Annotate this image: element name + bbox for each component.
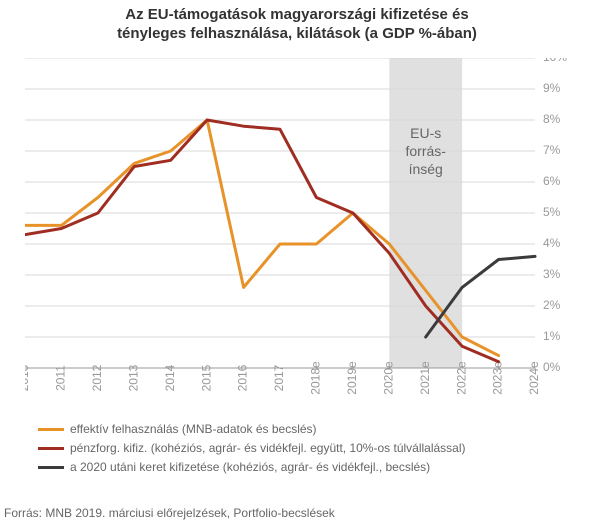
svg-text:2018e: 2018e — [309, 361, 323, 395]
svg-text:ínség: ínség — [409, 161, 443, 177]
svg-text:2013: 2013 — [126, 364, 140, 391]
chart-title-line1: Az EU-támogatások magyarországi kifizeté… — [0, 6, 594, 25]
svg-text:6%: 6% — [543, 174, 561, 188]
svg-text:4%: 4% — [543, 236, 561, 250]
legend-swatch — [38, 466, 64, 469]
legend-swatch — [38, 447, 64, 450]
svg-text:2010: 2010 — [25, 364, 31, 391]
svg-text:5%: 5% — [543, 205, 561, 219]
svg-text:2014: 2014 — [163, 364, 177, 391]
svg-text:2011: 2011 — [54, 365, 68, 391]
svg-text:2015: 2015 — [199, 364, 213, 391]
svg-text:8%: 8% — [543, 112, 561, 126]
chart-svg: 0% 1% 2% 3% 4% 5% 6% 7% 8% 9% 10% 2010 2011 2012 2013 2… — [25, 58, 569, 418]
legend-item: pénzforg. kifiz. (kohéziós, agrár- és vi… — [38, 439, 466, 457]
svg-text:2023e: 2023e — [491, 361, 505, 395]
chart-legend: effektív felhasználás (MNB-adatok és bec… — [38, 420, 466, 477]
svg-text:1%: 1% — [543, 329, 561, 343]
svg-text:2016: 2016 — [236, 364, 250, 391]
legend-label: a 2020 utáni keret kifizetése (kohéziós,… — [70, 458, 430, 476]
legend-label: effektív felhasználás (MNB-adatok és bec… — [70, 420, 317, 438]
chart-title: Az EU-támogatások magyarországi kifizeté… — [0, 6, 594, 44]
svg-text:EU-s: EU-s — [410, 125, 441, 141]
legend-item: effektív felhasználás (MNB-adatok és bec… — [38, 420, 466, 438]
svg-text:2022e: 2022e — [454, 361, 468, 395]
chart-plot: 0% 1% 2% 3% 4% 5% 6% 7% 8% 9% 10% 2010 2011 2012 2013 2… — [25, 58, 569, 418]
svg-text:2024e: 2024e — [527, 361, 541, 395]
svg-text:3%: 3% — [543, 267, 561, 281]
svg-text:forrás-: forrás- — [405, 143, 446, 159]
svg-text:2012: 2012 — [90, 364, 104, 391]
svg-text:10%: 10% — [543, 58, 567, 64]
svg-text:0%: 0% — [543, 360, 561, 374]
svg-text:7%: 7% — [543, 143, 561, 157]
legend-item: a 2020 utáni keret kifizetése (kohéziós,… — [38, 458, 466, 476]
svg-text:2%: 2% — [543, 298, 561, 312]
legend-label: pénzforg. kifiz. (kohéziós, agrár- és vi… — [70, 439, 466, 457]
svg-text:2020e: 2020e — [381, 361, 395, 395]
svg-text:2017: 2017 — [272, 364, 286, 391]
svg-text:2021e: 2021e — [418, 361, 432, 395]
legend-swatch — [38, 428, 64, 431]
chart-source: Forrás: MNB 2019. márciusi előrejelzések… — [4, 506, 335, 520]
svg-text:9%: 9% — [543, 81, 561, 95]
chart-title-line2: tényleges felhasználása, kilátások (a GD… — [0, 25, 594, 44]
svg-text:2019e: 2019e — [345, 361, 359, 395]
